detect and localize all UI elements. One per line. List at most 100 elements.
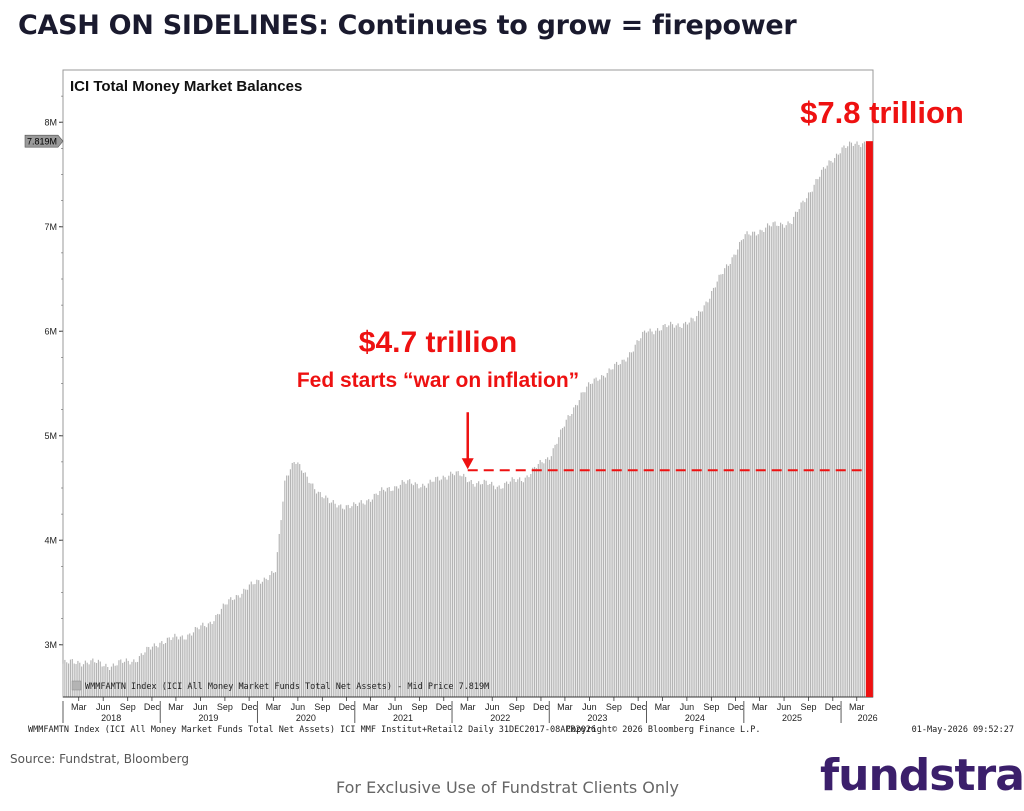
bar (254, 584, 256, 697)
bar (502, 488, 504, 697)
bar (513, 478, 515, 697)
bar (366, 500, 368, 697)
bar (241, 593, 243, 697)
bar (446, 479, 448, 697)
bar (409, 479, 411, 697)
bar (453, 475, 455, 697)
bar (438, 480, 441, 697)
bar (547, 457, 549, 697)
bar (634, 344, 636, 697)
bar (131, 661, 133, 697)
bar (328, 503, 331, 697)
bar (528, 477, 530, 697)
bar (172, 637, 174, 697)
bar (205, 627, 208, 697)
bar (286, 475, 288, 697)
bar (336, 507, 338, 697)
bar (418, 488, 420, 697)
bar (95, 663, 98, 697)
bar (746, 231, 748, 697)
bar (793, 216, 795, 697)
bar (200, 625, 202, 697)
bar (748, 234, 750, 698)
bar (485, 480, 487, 697)
bar (630, 352, 633, 697)
bar (315, 493, 318, 697)
bar (414, 482, 416, 697)
bar (675, 325, 677, 697)
bar (554, 444, 556, 697)
bloomberg-copyright: Copyright© 2026 Bloomberg Finance L.P. (566, 725, 760, 735)
bar (457, 471, 459, 697)
bar (707, 302, 709, 697)
bar (781, 224, 784, 697)
bar (66, 662, 68, 697)
bar (690, 317, 692, 697)
bar (548, 459, 551, 697)
bar (110, 666, 113, 697)
bar (84, 660, 86, 697)
bar (246, 589, 249, 697)
bar (571, 414, 573, 697)
bar (248, 584, 250, 697)
bar (561, 428, 564, 697)
bar (479, 484, 482, 697)
bar (381, 487, 383, 697)
bar (64, 659, 66, 697)
bar (834, 158, 836, 697)
bar (222, 603, 224, 697)
x-tick-label: Dec (728, 702, 745, 712)
bar (623, 359, 625, 697)
bar (627, 357, 629, 697)
bar (696, 316, 698, 697)
bar (293, 462, 295, 697)
bar (433, 481, 435, 697)
bar (595, 377, 597, 697)
bar (673, 327, 675, 697)
bar (392, 490, 394, 697)
x-year-label: 2026 (858, 713, 878, 723)
bar (739, 241, 741, 697)
bar (802, 200, 804, 697)
y-tick-label: 3M (44, 640, 57, 650)
last-value-tag (24, 134, 64, 148)
bar (709, 298, 711, 697)
bar (843, 145, 845, 697)
bar (591, 383, 593, 697)
bar (532, 467, 534, 697)
bar (821, 169, 823, 697)
x-tick-label: Dec (241, 702, 258, 712)
bar (424, 485, 426, 697)
bar (625, 361, 627, 697)
bar (662, 325, 664, 697)
bar (766, 223, 769, 698)
bar (578, 400, 580, 697)
bar (213, 621, 215, 697)
bar (73, 663, 75, 697)
bar (345, 505, 347, 697)
x-tick-label: Jun (291, 702, 306, 712)
y-tick-label: 4M (44, 535, 57, 545)
bar (202, 622, 204, 697)
bar (86, 662, 88, 697)
bar (319, 492, 321, 697)
bar (822, 167, 825, 697)
bar (252, 584, 254, 697)
bar (265, 578, 267, 697)
bar (550, 456, 552, 697)
bloomberg-index-info: WMMFAMTN Index (ICI All Money Market Fun… (28, 725, 596, 735)
bar (97, 659, 99, 697)
bar (815, 179, 817, 697)
bar (435, 477, 437, 697)
bar (854, 143, 856, 697)
source-note: Source: Fundstrat, Bloomberg (10, 752, 190, 766)
bar (92, 658, 94, 697)
bar (807, 192, 810, 697)
bar (526, 475, 528, 697)
x-year-label: 2024 (685, 713, 705, 723)
bar (718, 274, 720, 697)
bar (649, 328, 651, 697)
bar (364, 504, 366, 697)
bar (250, 581, 252, 697)
x-tick-label: Sep (703, 702, 719, 712)
